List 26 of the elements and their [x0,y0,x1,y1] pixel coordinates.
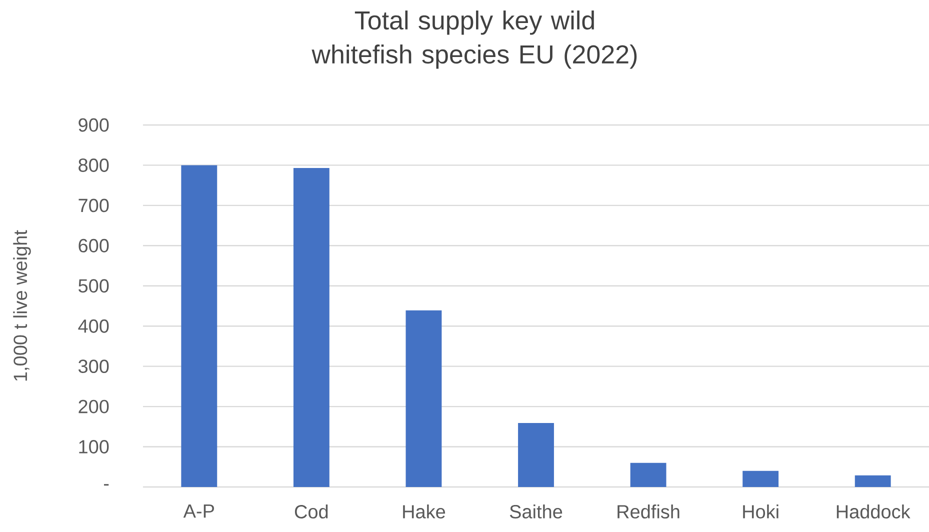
chart-title: Total supply key wild whitefish species EU (2022) [312,10,637,69]
x-tick-label: Hoki [743,504,778,518]
bar [181,165,218,487]
x-tick-label: Redfish [618,504,680,518]
y-tick-label: 200 [78,400,109,414]
y-tick-label: 800 [78,158,109,172]
y-axis-title: 1,000 t live weight [13,230,31,381]
y-tick-label: - [104,484,109,486]
x-tick-label: Hake [403,504,446,518]
y-tick-label: 700 [78,198,109,212]
bar [742,470,779,487]
y-tick-label: 400 [78,319,109,333]
y-tick-label: 900 [78,118,109,132]
x-tick-label: Haddock [836,504,910,518]
x-tick-label: Cod [294,504,328,518]
bar [293,168,330,487]
x-tick-label: A-P [183,504,214,518]
bar [854,475,891,487]
bar [406,310,442,487]
bar [518,423,554,487]
x-tick-label: Saithe [510,504,562,518]
y-tick-label: 600 [78,238,109,252]
y-tick-label: 300 [78,360,109,374]
y-tick-label: 500 [78,279,109,293]
y-tick-label: 100 [79,440,109,454]
bar [630,462,666,487]
